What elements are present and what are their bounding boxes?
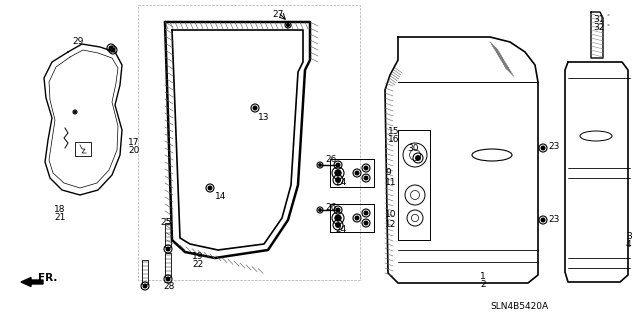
- Bar: [330, 204, 374, 232]
- Circle shape: [335, 170, 340, 176]
- Circle shape: [337, 172, 339, 174]
- Circle shape: [253, 106, 257, 110]
- Circle shape: [319, 209, 321, 211]
- Circle shape: [416, 156, 420, 160]
- Circle shape: [336, 178, 340, 182]
- Circle shape: [541, 146, 545, 150]
- Text: 12: 12: [385, 220, 396, 229]
- Text: 16: 16: [388, 135, 399, 144]
- Circle shape: [364, 211, 368, 215]
- Bar: [330, 159, 374, 187]
- Text: 27: 27: [272, 10, 284, 19]
- Text: 21: 21: [54, 213, 66, 222]
- Circle shape: [355, 171, 359, 175]
- Circle shape: [287, 24, 289, 26]
- Text: 24: 24: [335, 225, 346, 234]
- Text: 18: 18: [54, 205, 66, 214]
- Text: 26: 26: [325, 155, 337, 164]
- Text: 19: 19: [192, 252, 204, 261]
- Circle shape: [143, 284, 147, 288]
- Circle shape: [74, 111, 76, 113]
- Text: 1: 1: [480, 272, 486, 281]
- Text: 28: 28: [163, 282, 174, 291]
- Circle shape: [364, 221, 368, 225]
- Circle shape: [111, 48, 115, 52]
- Circle shape: [355, 216, 359, 220]
- Text: 15: 15: [388, 127, 399, 136]
- Circle shape: [335, 215, 340, 221]
- Text: 14: 14: [215, 192, 227, 201]
- Text: 23: 23: [548, 215, 559, 224]
- Circle shape: [336, 223, 340, 227]
- Text: 30: 30: [407, 144, 419, 153]
- Text: 31: 31: [593, 15, 605, 24]
- Text: 9: 9: [385, 168, 391, 177]
- Bar: [138, 5, 360, 280]
- Text: 24: 24: [335, 178, 346, 187]
- Text: 25: 25: [160, 218, 172, 227]
- Text: FR.: FR.: [38, 273, 58, 283]
- Bar: [142, 260, 148, 284]
- Text: 17: 17: [128, 138, 140, 147]
- Text: 32: 32: [593, 23, 604, 32]
- Bar: [165, 223, 171, 247]
- Text: 20: 20: [128, 146, 140, 155]
- Circle shape: [166, 247, 170, 251]
- Circle shape: [336, 163, 340, 167]
- Circle shape: [166, 277, 170, 281]
- Circle shape: [208, 186, 212, 190]
- FancyArrow shape: [21, 278, 43, 286]
- Text: 3: 3: [626, 232, 632, 241]
- Text: 10: 10: [385, 210, 397, 219]
- Text: 26: 26: [325, 203, 337, 212]
- Text: 29: 29: [72, 37, 83, 46]
- Bar: [75, 142, 91, 156]
- Text: 11: 11: [385, 178, 397, 187]
- Text: 22: 22: [192, 260, 204, 269]
- Circle shape: [364, 166, 368, 170]
- Text: 13: 13: [258, 113, 269, 122]
- Text: 2: 2: [480, 280, 486, 289]
- Circle shape: [541, 218, 545, 222]
- Text: SLN4B5420A: SLN4B5420A: [490, 302, 548, 311]
- Circle shape: [337, 217, 339, 219]
- Text: 4: 4: [626, 240, 632, 249]
- Circle shape: [336, 208, 340, 212]
- Bar: [165, 253, 171, 277]
- Circle shape: [319, 164, 321, 166]
- Circle shape: [364, 176, 368, 180]
- Text: 23: 23: [548, 142, 559, 151]
- Circle shape: [109, 46, 113, 50]
